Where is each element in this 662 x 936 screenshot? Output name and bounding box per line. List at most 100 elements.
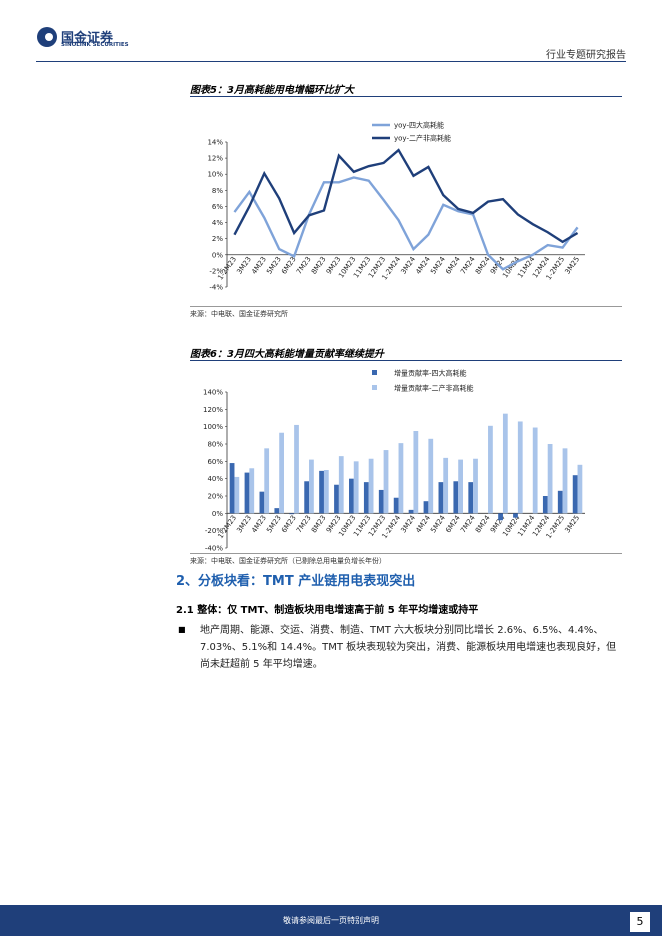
bar: [363, 482, 369, 514]
legend-label: 增量贡献率-四大高耗能: [394, 369, 467, 378]
bar: [323, 470, 329, 514]
bar: [423, 501, 429, 514]
y-tick-label: 0%: [212, 510, 223, 518]
bar: [513, 513, 518, 518]
bar: [498, 513, 503, 521]
y-tick-label: 4%: [212, 219, 223, 227]
bar: [408, 509, 414, 514]
bar: [453, 481, 459, 514]
y-tick-label: -2%: [209, 267, 223, 275]
chart: -40%-20%0%20%40%60%80%100%120%140%1-2M23…: [203, 369, 585, 553]
y-tick-label: 140%: [203, 389, 223, 397]
paragraph: 地产周期、能源、交运、消费、制造、TMT 六大板块分别同比增长 2.6%、6.5…: [200, 625, 617, 670]
bar: [274, 508, 280, 514]
bar: [229, 463, 235, 514]
y-tick-label: 100%: [203, 423, 223, 431]
y-tick-label: 2%: [212, 235, 223, 243]
y-tick-label: 20%: [207, 493, 223, 501]
source-rule: [190, 553, 622, 554]
chart: -4%-2%0%2%4%6%8%10%12%14%1-2M233M234M235…: [207, 121, 585, 292]
report-type: 行业专题研究报告: [546, 50, 626, 61]
legend-label: yoy-二产非高耗能: [394, 134, 451, 143]
logo-icon: [37, 27, 57, 47]
legend-label: yoy-四大高耗能: [394, 121, 444, 130]
x-tick-label: 3M23: [235, 514, 253, 534]
bar: [383, 450, 389, 514]
bar: [468, 482, 474, 514]
bar: [304, 481, 310, 514]
bar: [289, 513, 295, 515]
bar: [378, 489, 384, 514]
x-tick-label: 7M23: [295, 255, 313, 275]
bar: [294, 424, 299, 514]
bar: [438, 482, 444, 514]
bar: [338, 456, 344, 514]
page-number: 5: [630, 912, 650, 932]
y-tick-label: 10%: [207, 171, 223, 179]
y-tick-label: -20%: [205, 527, 223, 535]
disclaimer: 敬请参阅最后一页特别声明: [283, 916, 379, 925]
y-tick-label: 0%: [212, 251, 223, 259]
x-tick-label: 3M25: [563, 255, 581, 275]
source: 来源：中电联、国金证券研究所（已剔除总用电量负增长年份）: [190, 557, 386, 565]
figure-title: 图表5：3月高耗能用电增幅环比扩大: [190, 85, 354, 96]
bar: [264, 448, 270, 514]
bar: [259, 491, 265, 514]
logo-cn: 国金证券: [61, 31, 114, 46]
x-tick-label: 5M23: [265, 514, 283, 534]
x-tick-label: 8M23: [310, 255, 328, 275]
bar: [488, 425, 493, 514]
y-tick-label: 14%: [207, 139, 223, 147]
source-rule: [190, 306, 622, 307]
legend-label: 增量贡献率-二产非高耗能: [394, 384, 474, 393]
x-tick-label: 4M23: [250, 514, 268, 534]
bar: [458, 459, 463, 514]
bar: [443, 457, 449, 514]
bullet-icon: ■: [178, 625, 186, 634]
bar: [547, 444, 553, 514]
bar: [234, 476, 240, 514]
bar: [368, 458, 374, 514]
footer-band: [0, 905, 662, 936]
bar: [542, 496, 548, 514]
x-tick-label: 8M23: [310, 514, 328, 534]
x-tick-label: 4M23: [250, 255, 268, 275]
bar: [279, 432, 284, 514]
figure-rule: [190, 360, 622, 361]
line: [233, 176, 579, 271]
bar: [473, 458, 478, 514]
bar: [393, 497, 399, 514]
y-tick-label: 12%: [207, 155, 223, 163]
bar: [572, 475, 578, 514]
section-heading: 2、分板块看：TMT 产业链用电表现突出: [176, 574, 416, 589]
subheading: 2.1 整体：仅 TMT、制造板块用电增速高于前 5 年平均增速或持平: [176, 605, 479, 616]
figure-title: 图表6：3月四大高耗能增量贡献率继续提升: [190, 349, 384, 360]
bar: [309, 459, 314, 514]
bar: [353, 461, 359, 514]
bar: [532, 427, 538, 514]
bar: [428, 438, 434, 514]
x-tick-label: 6M23: [280, 514, 298, 534]
source: 来源：中电联、国金证券研究所: [190, 310, 288, 318]
figure-rule: [190, 96, 622, 97]
y-tick-label: -4%: [209, 284, 223, 292]
x-tick-label: 3M25: [563, 514, 581, 534]
bar: [334, 484, 339, 514]
logo-en: SINOLINK SECURITIES: [61, 42, 129, 48]
line: [233, 148, 579, 244]
bar: [502, 413, 508, 514]
y-tick-label: 120%: [203, 406, 223, 414]
x-tick-label: 7M23: [295, 514, 313, 534]
legend-swatch: [372, 385, 377, 390]
y-tick-label: 80%: [207, 441, 223, 449]
y-tick-label: 60%: [207, 458, 223, 466]
bar: [557, 490, 563, 514]
bar: [398, 443, 404, 514]
bar: [319, 470, 324, 514]
x-tick-label: 6M23: [280, 255, 298, 275]
bar: [577, 464, 583, 514]
bar: [517, 421, 523, 514]
bar: [244, 472, 250, 514]
bar: [562, 448, 568, 514]
y-tick-label: 8%: [212, 187, 223, 195]
